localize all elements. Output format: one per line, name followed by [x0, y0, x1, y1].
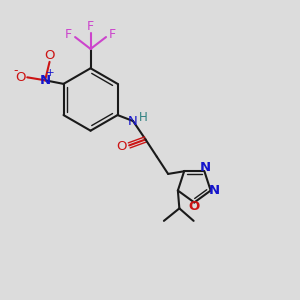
Text: O: O: [189, 200, 200, 212]
Text: N: N: [40, 74, 51, 87]
Text: -: -: [14, 64, 18, 77]
Text: O: O: [16, 71, 26, 84]
Text: H: H: [139, 111, 148, 124]
Text: O: O: [44, 49, 55, 62]
Text: F: F: [109, 28, 116, 40]
Text: +: +: [46, 68, 55, 79]
Text: O: O: [116, 140, 127, 153]
Text: F: F: [87, 20, 94, 33]
Text: N: N: [209, 184, 220, 197]
Text: F: F: [65, 28, 72, 40]
Text: N: N: [200, 161, 211, 174]
Text: N: N: [128, 115, 138, 128]
